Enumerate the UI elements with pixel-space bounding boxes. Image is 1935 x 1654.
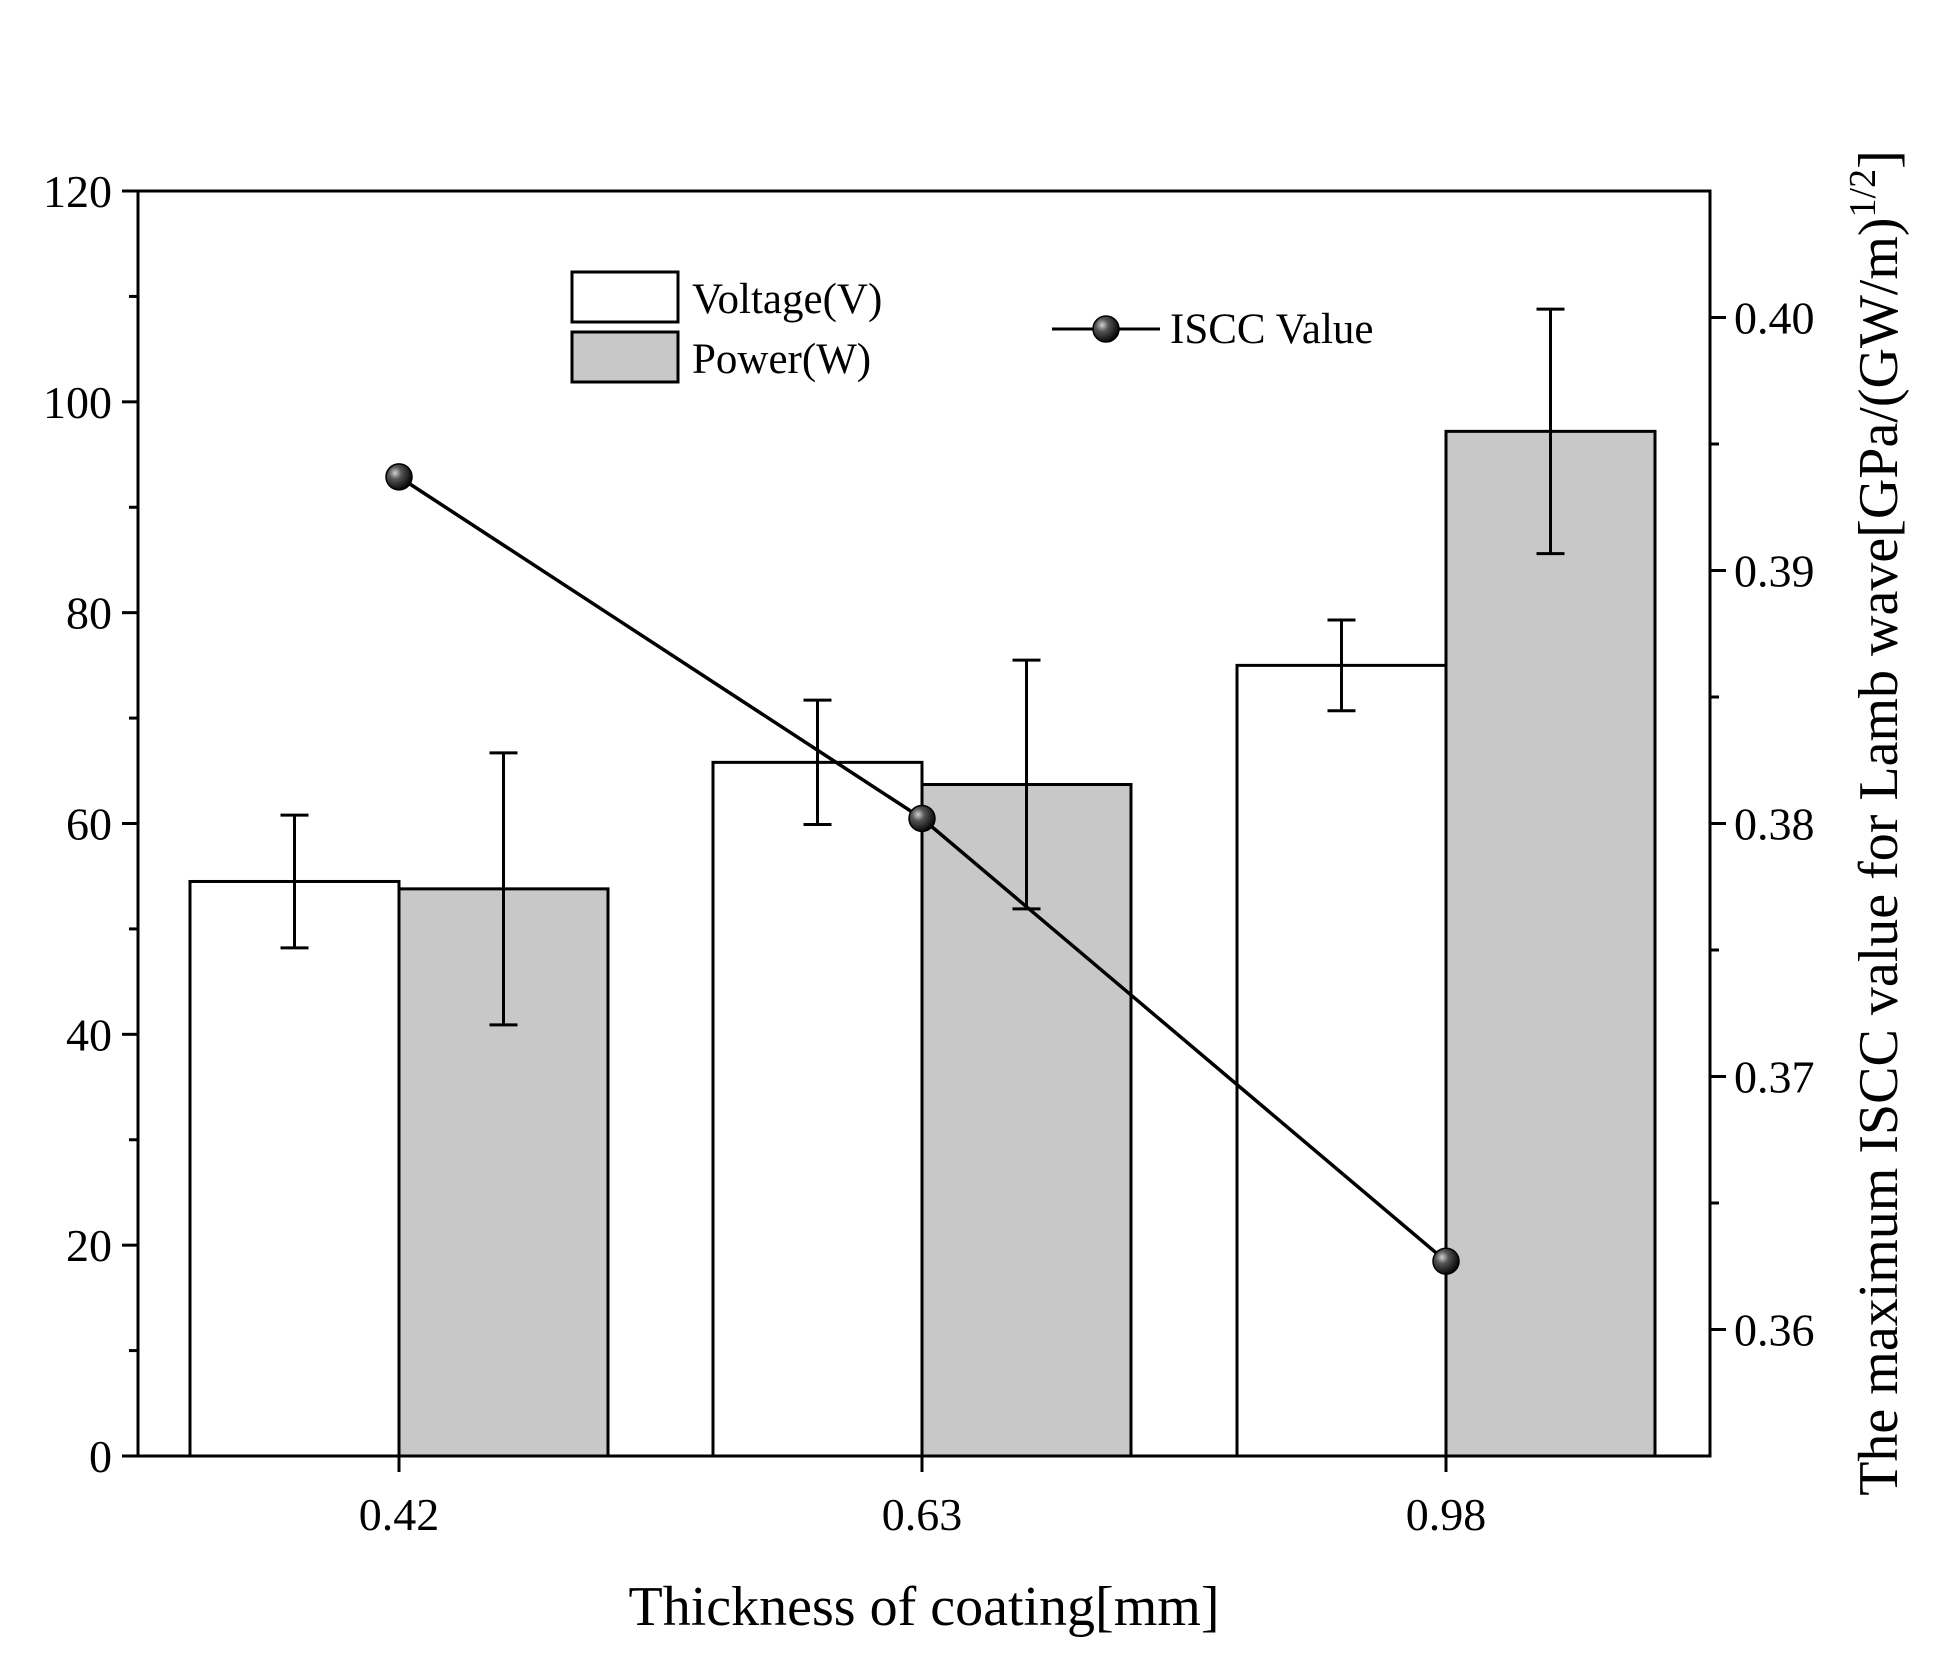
error-bar-voltage-v-0.98	[1327, 618, 1356, 713]
bar-voltage-v-0.98	[1235, 663, 1448, 1458]
y2-tick-label: 0.36	[1734, 1305, 1815, 1356]
bars-layer	[188, 429, 1657, 1458]
y2-tick-label: 0.38	[1734, 799, 1815, 850]
line-legend: ISCC Value	[1052, 306, 1373, 353]
y-tick-label: 40	[66, 1009, 112, 1060]
axes-layer: 0 20 40 60 80 100 120 0.36 0.37 0.38 0.39 0.40 0.42 0…	[43, 166, 1815, 1540]
bar-legend: Voltage(V) Power(W)	[570, 270, 882, 384]
y2-tick-label: 0.39	[1734, 546, 1815, 597]
iscc-point-0.98	[1432, 1247, 1460, 1275]
legend-label-voltage: Voltage(V)	[692, 276, 882, 323]
y-tick-label: 20	[66, 1220, 112, 1271]
legend-label-iscc: ISCC Value	[1170, 306, 1373, 353]
legend-swatch-voltage	[570, 270, 680, 324]
y2-axis-title-suffix: ]	[1848, 150, 1910, 169]
bar-power-w-0.98	[1444, 429, 1657, 1458]
iscc-point-0.63	[908, 804, 936, 833]
error-bar-voltage-v-0.63	[803, 698, 832, 827]
y2-axis-title-main: The maximum ISCC value for Lamb wave[GPa…	[1848, 217, 1910, 1495]
y2-axis-title-superscript: 1/2	[1842, 169, 1884, 218]
legend-swatch-power	[570, 330, 680, 384]
y-tick-label: 0	[89, 1431, 112, 1482]
bar-voltage-v-0.63	[711, 760, 924, 1458]
bar-voltage-v-0.42	[188, 879, 401, 1458]
iscc-point-0.42	[385, 463, 413, 491]
y2-axis-title: The maximum ISCC value for Lamb wave[GPa…	[1842, 150, 1910, 1496]
x-tick-label: 0.42	[359, 1489, 440, 1540]
error-bar-power-w-0.42	[489, 751, 518, 1027]
legend-label-power: Power(W)	[692, 336, 871, 383]
y-tick-label: 60	[66, 799, 112, 850]
x-tick-label: 0.98	[1406, 1489, 1487, 1540]
legend-marker-iscc	[1092, 315, 1120, 343]
x-axis-title: Thickness of coating[mm]	[629, 1576, 1220, 1638]
error-bar-power-w-0.98	[1536, 307, 1565, 556]
y-tick-label: 80	[66, 588, 112, 639]
y-tick-label: 120	[43, 166, 112, 217]
x-tick-label: 0.63	[882, 1489, 963, 1540]
y2-tick-label: 0.40	[1734, 293, 1815, 344]
y2-tick-label: 0.37	[1734, 1052, 1815, 1103]
y-tick-label: 100	[43, 377, 112, 428]
iscc-line-layer	[385, 463, 1460, 1275]
error-bar-voltage-v-0.42	[280, 813, 309, 950]
